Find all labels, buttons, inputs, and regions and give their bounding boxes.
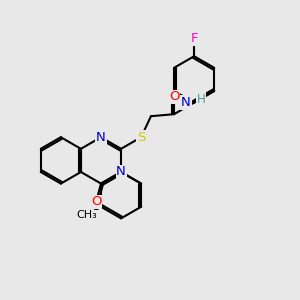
Text: N: N [116, 166, 126, 178]
Text: O: O [91, 195, 101, 208]
Text: O: O [169, 90, 179, 103]
Text: F: F [190, 32, 198, 45]
Text: H: H [197, 92, 206, 106]
Text: CH₃: CH₃ [76, 210, 97, 220]
Text: N: N [181, 96, 191, 109]
Text: N: N [96, 131, 106, 144]
Text: S: S [137, 131, 145, 144]
